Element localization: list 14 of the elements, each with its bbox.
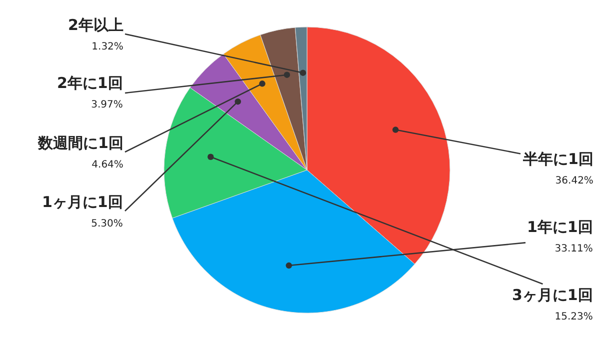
data-label: 15.23%	[554, 312, 593, 322]
data-label: 4.64%	[92, 160, 124, 170]
data-label: 3.97%	[91, 100, 123, 110]
slice-label: 2年以上	[68, 16, 124, 34]
slice-label: 3ヶ月に1回	[512, 286, 593, 304]
data-label: 33.11%	[554, 244, 593, 254]
slice-label: 1年に1回	[527, 218, 593, 236]
slice-label: 数週間に1回	[37, 134, 124, 152]
slice-label: 2年に1回	[57, 74, 123, 92]
data-label: 5.30%	[91, 218, 123, 230]
data-label: 1.32%	[92, 42, 124, 52]
slice-label: 半年に1回	[522, 150, 594, 168]
data-label: 36.42%	[555, 176, 594, 186]
slice-label: 1ヶ月に1回	[42, 193, 123, 211]
